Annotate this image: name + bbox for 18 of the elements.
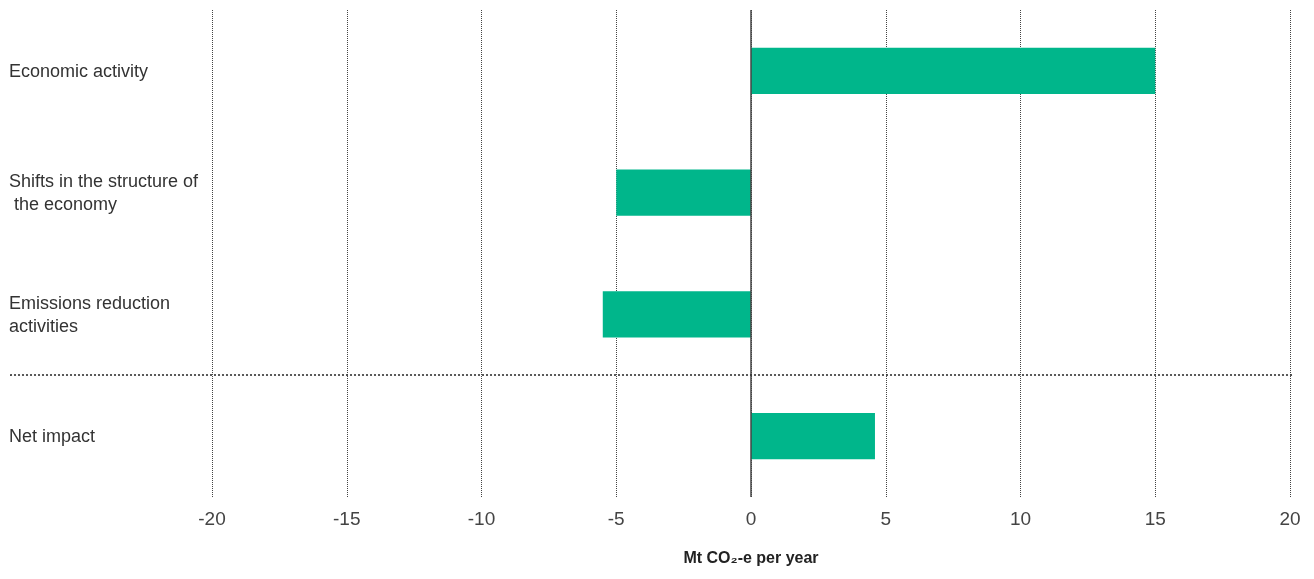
x-tick-label: 15	[1144, 508, 1166, 529]
x-tick-label: -10	[467, 508, 496, 529]
y-tick-label: Shifts in the structure of the economy	[9, 171, 200, 215]
x-tick-label: -5	[607, 508, 625, 529]
x-tick-label: -15	[333, 508, 361, 529]
y-tick-label: Net impact	[9, 426, 96, 447]
bar	[751, 47, 1156, 95]
x-axis-title: Mt CO₂-e per year	[683, 548, 819, 566]
bar	[616, 169, 751, 216]
x-tick-label: 0	[745, 508, 757, 529]
x-tick-label: -20	[198, 508, 226, 529]
y-tick-label: Economic activity	[9, 60, 149, 81]
x-tick-label: 5	[880, 508, 892, 529]
y-tick-label: Emissions reduction activities	[9, 292, 176, 336]
bar	[602, 291, 751, 338]
x-tick-label: 20	[1279, 508, 1301, 529]
x-tick-label: 10	[1009, 508, 1032, 529]
bar	[751, 412, 875, 460]
